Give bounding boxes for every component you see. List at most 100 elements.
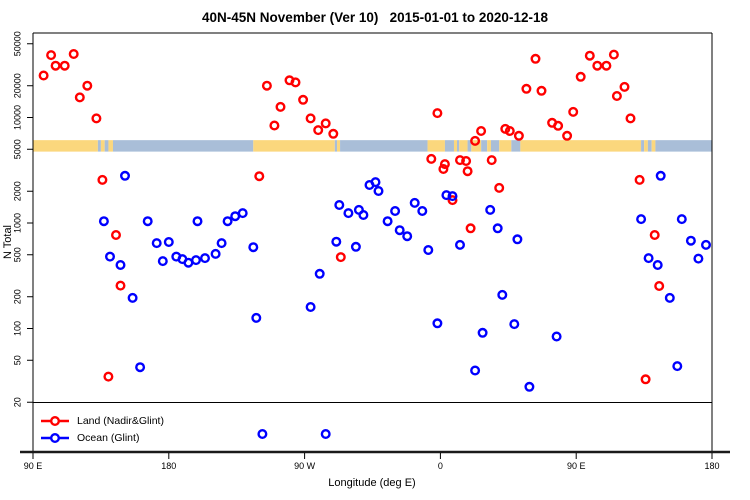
- map-band-ocean-segment: [490, 140, 500, 152]
- y-tick-label: 1000: [13, 213, 23, 233]
- data-point-ocean: [693, 253, 704, 264]
- data-point-ocean: [343, 208, 354, 219]
- data-point-land: [269, 120, 280, 131]
- data-point-land: [455, 155, 466, 166]
- data-point-ocean: [382, 216, 393, 227]
- y-tick-label: 500: [13, 247, 23, 262]
- data-point-ocean: [192, 216, 203, 227]
- data-point-land: [68, 49, 79, 60]
- data-point-land: [82, 80, 93, 91]
- y-tick-label: 50: [13, 355, 23, 365]
- data-point-ocean: [455, 239, 466, 250]
- data-point-land: [261, 80, 272, 91]
- data-point-land: [494, 182, 505, 193]
- data-point-ocean: [350, 241, 361, 252]
- data-point-land: [649, 229, 660, 240]
- y-tick-label: 20: [13, 397, 23, 407]
- data-point-ocean: [157, 256, 168, 267]
- data-point-land: [634, 174, 645, 185]
- data-point-ocean: [251, 312, 262, 323]
- data-point-land: [74, 92, 85, 103]
- data-point-ocean: [222, 216, 233, 227]
- data-point-ocean: [210, 248, 221, 259]
- data-point-land: [91, 113, 102, 124]
- data-point-ocean: [652, 260, 663, 271]
- map-band-land-segment: [487, 140, 491, 152]
- data-point-land: [275, 101, 286, 112]
- data-point-ocean: [432, 318, 443, 329]
- map-band-ocean-segment: [641, 140, 645, 152]
- map-band-ocean-segment: [481, 140, 488, 152]
- data-point-ocean: [320, 429, 331, 440]
- data-point-land: [584, 50, 595, 61]
- data-point-land: [438, 163, 449, 174]
- data-point-land: [470, 135, 481, 146]
- data-point-land: [592, 60, 603, 71]
- data-point-ocean: [151, 238, 162, 249]
- y-tick-label: 10000: [13, 105, 23, 130]
- data-point-ocean: [409, 197, 420, 208]
- data-point-land: [335, 252, 346, 263]
- data-point-land: [530, 53, 541, 64]
- map-band-ocean-segment: [444, 140, 454, 152]
- map-band-land-segment: [644, 140, 648, 152]
- legend-label-land: Land (Nadir&Glint): [77, 414, 164, 427]
- data-point-land: [521, 83, 532, 94]
- data-point-ocean: [358, 209, 369, 220]
- data-point-ocean: [524, 381, 535, 392]
- ocean-legend-key-icon: [41, 432, 69, 443]
- data-point-ocean: [127, 292, 138, 303]
- y-tick-label: 20000: [13, 73, 23, 98]
- data-point-ocean: [643, 253, 654, 264]
- data-point-land: [305, 113, 316, 124]
- map-band-ocean-segment: [97, 140, 101, 152]
- map-band-land-segment: [337, 140, 341, 152]
- y-tick-label: 50000: [13, 31, 23, 56]
- data-point-land: [103, 371, 114, 382]
- map-band-land-segment: [33, 140, 98, 152]
- data-point-ocean: [447, 191, 458, 202]
- map-band-ocean-segment: [647, 140, 652, 152]
- data-point-ocean: [115, 260, 126, 271]
- map-band-land-segment: [499, 140, 512, 152]
- data-point-land: [476, 125, 487, 136]
- data-point-land: [290, 77, 301, 88]
- data-point-land: [562, 130, 573, 141]
- data-point-land: [115, 280, 126, 291]
- data-point-ocean: [551, 331, 562, 342]
- data-point-land: [50, 60, 61, 71]
- data-point-ocean: [248, 242, 259, 253]
- y-tick-label: 5000: [13, 139, 23, 159]
- data-point-land: [465, 223, 476, 234]
- data-point-land: [608, 49, 619, 60]
- legend-item-land: Land (Nadir&Glint): [40, 412, 164, 429]
- data-point-ocean: [314, 268, 325, 279]
- data-point-land: [97, 174, 108, 185]
- data-point-ocean: [135, 362, 146, 373]
- data-point-land: [553, 120, 564, 131]
- map-band-ocean-segment: [112, 140, 254, 152]
- data-point-land: [513, 130, 524, 141]
- data-point-ocean: [701, 239, 712, 250]
- data-point-land: [536, 85, 547, 96]
- data-point-ocean: [98, 216, 109, 227]
- map-band-ocean-segment: [655, 140, 712, 152]
- data-point-land: [110, 229, 121, 240]
- data-point-ocean: [334, 199, 345, 210]
- data-point-land: [59, 60, 70, 71]
- data-point-land: [38, 70, 49, 81]
- legend-item-ocean: Ocean (Glint): [40, 429, 164, 446]
- data-point-ocean: [373, 185, 384, 196]
- data-point-land: [654, 281, 665, 292]
- data-point-ocean: [664, 292, 675, 303]
- data-point-ocean: [163, 236, 174, 247]
- data-point-ocean: [492, 223, 503, 234]
- x-tick-label: 0: [438, 461, 443, 471]
- data-point-ocean: [142, 216, 153, 227]
- data-point-ocean: [104, 251, 115, 262]
- data-point-ocean: [676, 214, 687, 225]
- legend: Land (Nadir&Glint) Ocean (Glint): [40, 412, 164, 446]
- data-point-land: [625, 113, 636, 124]
- x-axis-label: Longitude (deg E): [328, 477, 416, 489]
